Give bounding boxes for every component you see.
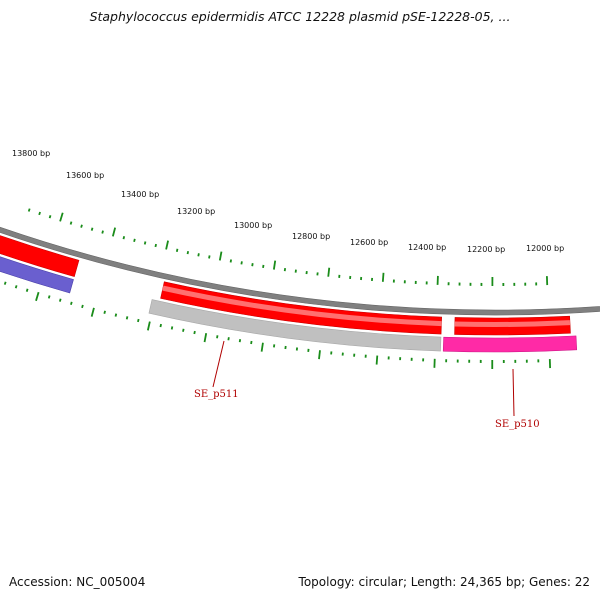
scale-tick-inner <box>70 301 73 306</box>
scale-tick <box>327 267 331 277</box>
scale-tick-inner <box>3 281 7 285</box>
scale-tick <box>111 227 117 237</box>
scale-tick-inner <box>375 355 379 365</box>
feature-tracks <box>0 226 600 353</box>
scale-tick <box>154 243 157 248</box>
gene-labels: SE_p511 SE_p510 <box>194 340 540 430</box>
gene-label-se-p511[interactable]: SE_p511 <box>194 389 239 400</box>
backbone-ring <box>0 226 600 316</box>
gene-arc-forward <box>0 235 80 277</box>
scale-tick <box>48 215 52 219</box>
gene-arc-reverse-gray <box>148 299 442 352</box>
scale-tick-inner <box>182 328 185 332</box>
scale-tick <box>272 260 277 270</box>
gene-arc-reverse <box>442 335 578 353</box>
scale-tick <box>229 259 233 263</box>
scale-tick-inner <box>58 298 62 302</box>
gene-label-leader-se-p511 <box>212 340 225 388</box>
scale-tick-inner <box>203 333 208 343</box>
topology-text: Topology: circular; Length: 24,365 bp; G… <box>298 575 590 589</box>
tick-label: 12600 bp <box>350 238 388 247</box>
scale-tick-inner <box>103 310 106 314</box>
scale-tick <box>218 251 223 261</box>
scale-tick-inner <box>159 323 162 328</box>
scale-tick <box>122 236 126 240</box>
tick-label: 13200 bp <box>177 207 215 216</box>
scale-tick <box>143 241 147 245</box>
map-title: Staphylococcus epidermidis ATCC 12228 pl… <box>89 9 511 24</box>
tick-label: 13600 bp <box>66 171 104 180</box>
gene-arc-reverse-blue <box>0 256 74 294</box>
tick-label: 12400 bp <box>408 243 446 252</box>
scale-tick-inner <box>137 318 140 323</box>
scale-tick <box>101 230 104 234</box>
tick-labels: 13800 bp 13600 bp 13400 bp 13200 bp 1300… <box>12 149 564 254</box>
scale-tick-inner <box>216 335 219 339</box>
tick-label: 13800 bp <box>12 149 50 158</box>
scale-tick <box>133 238 136 243</box>
gene-label-se-p510[interactable]: SE_p510 <box>495 419 540 430</box>
scale-tick <box>208 255 211 259</box>
scale-tick-inner <box>193 330 196 335</box>
scale-tick <box>59 212 64 222</box>
scale-tick <box>381 272 385 282</box>
scale-tick-inner <box>125 316 129 320</box>
scale-tick <box>80 224 83 228</box>
scale-tick <box>27 208 31 212</box>
scale-tick-inner <box>114 313 118 317</box>
scale-tick-inner <box>81 304 84 309</box>
scale-tick-inner <box>90 307 95 317</box>
gene-arc-highlight <box>162 285 442 327</box>
scale-tick-inner <box>47 295 51 299</box>
accession-text: Accession: NC_005004 <box>9 575 146 589</box>
scale-tick-inner <box>318 350 321 360</box>
gene-label-leader-se-p510 <box>512 368 515 417</box>
scale-tick-inner <box>14 285 18 289</box>
tick-label: 12200 bp <box>467 245 505 254</box>
gene-arc-highlight <box>454 320 571 327</box>
tick-label: 13000 bp <box>234 221 272 230</box>
scale-tick-inner <box>146 321 151 331</box>
scale-tick-inner <box>170 326 174 330</box>
scale-tick-inner <box>260 342 264 352</box>
tick-label: 12800 bp <box>292 232 330 241</box>
scale-tick <box>165 240 169 250</box>
scale-tick <box>38 211 41 216</box>
scale-tick <box>69 221 73 225</box>
scale-tick-inner <box>35 291 40 302</box>
scale-tick <box>90 227 94 231</box>
scale-tick <box>175 248 179 252</box>
tick-label: 12000 bp <box>526 244 564 253</box>
tick-label: 13400 bp <box>121 190 159 199</box>
scale-tick-inner <box>227 337 230 341</box>
scale-tick <box>240 261 243 265</box>
scale-tick-inner <box>25 288 29 292</box>
scale-tick <box>186 250 190 255</box>
scale-tick <box>197 253 200 257</box>
scale-ticks <box>3 208 552 369</box>
